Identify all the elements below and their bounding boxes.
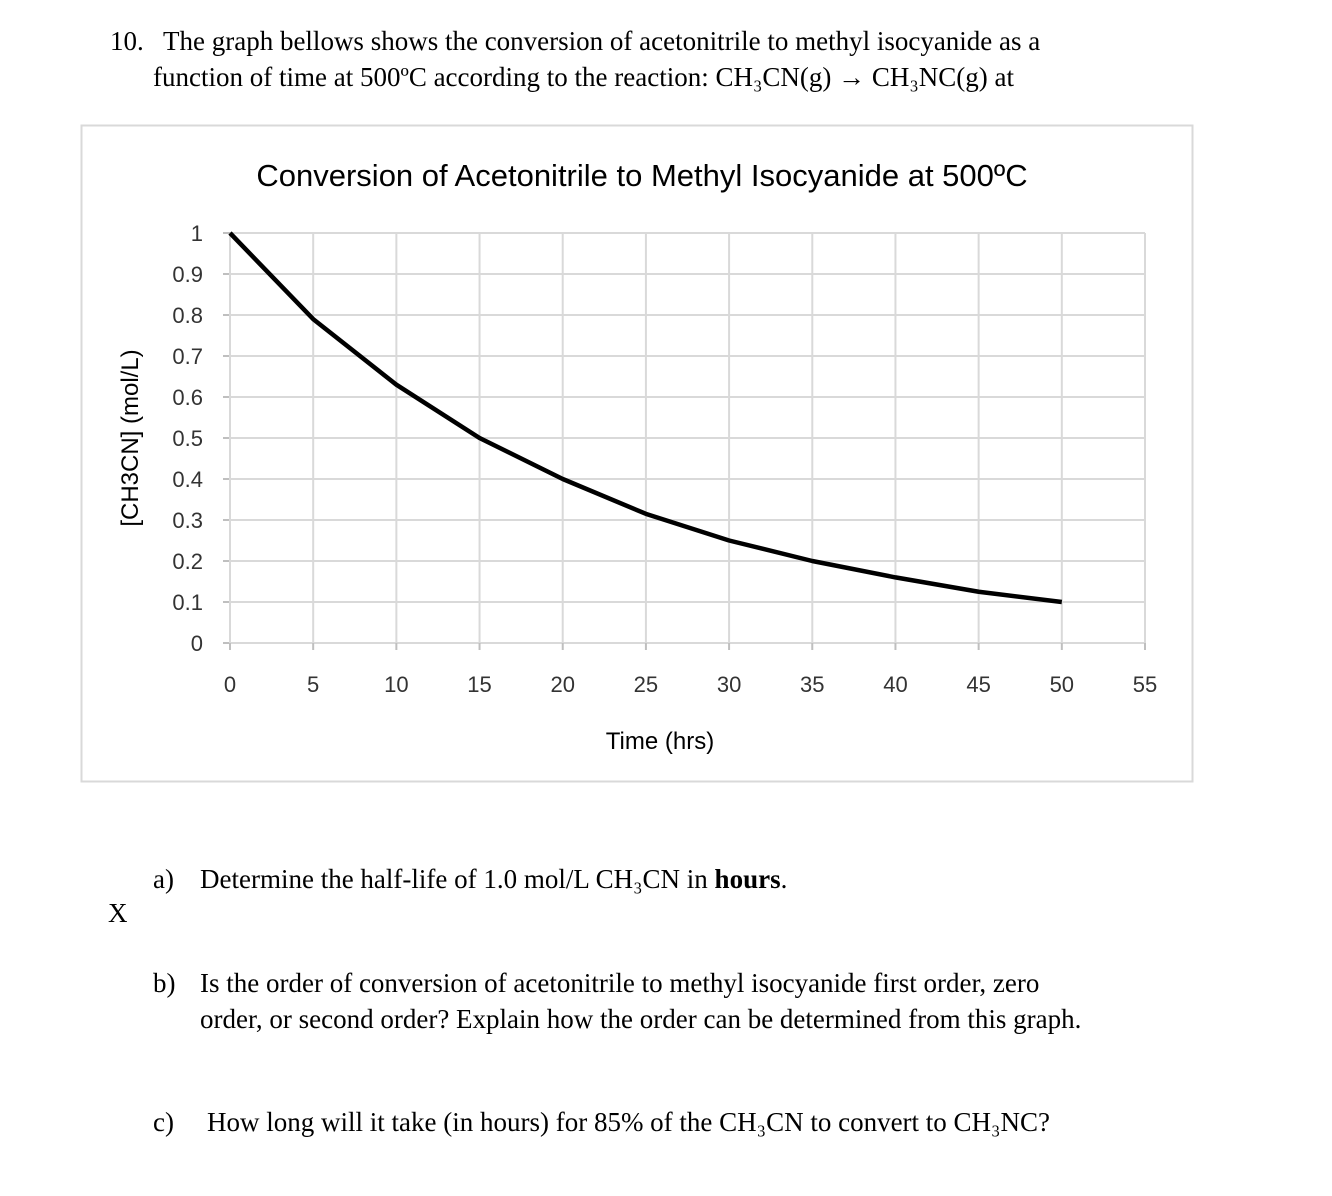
bold-text: hours xyxy=(715,864,781,894)
text-run: Determine the half-life of 1.0 mol/L CH₃… xyxy=(200,864,715,894)
text-run: . xyxy=(781,864,788,894)
part-text: Determine the half-life of 1.0 mol/L CH₃… xyxy=(200,864,787,894)
part-label: a) xyxy=(153,864,174,894)
y-tick-label: 0.9 xyxy=(172,262,203,287)
y-tick-label: 1 xyxy=(191,221,203,246)
y-tick-label: 0 xyxy=(191,631,203,656)
stray-mark: X xyxy=(108,898,128,928)
x-tick-label: 35 xyxy=(800,672,824,697)
x-tick-label: 30 xyxy=(717,672,741,697)
question-text: The graph bellows shows the conversion o… xyxy=(163,26,1040,56)
question-number: 10. xyxy=(110,26,144,56)
x-tick-label: 55 xyxy=(1133,672,1157,697)
x-tick-label: 40 xyxy=(883,672,907,697)
x-tick-label: 5 xyxy=(307,672,319,697)
y-tick-label: 0.8 xyxy=(172,303,203,328)
y-tick-label: 0.3 xyxy=(172,508,203,533)
x-tick-label: 0 xyxy=(224,672,236,697)
x-tick-label: 10 xyxy=(384,672,408,697)
chart-title: Conversion of Acetonitrile to Methyl Iso… xyxy=(256,158,1027,193)
y-tick-label: 0.6 xyxy=(172,385,203,410)
x-tick-label: 25 xyxy=(634,672,658,697)
x-axis-label: Time (hrs) xyxy=(606,728,714,755)
part-text: How long will it take (in hours) for 85%… xyxy=(207,1107,1050,1137)
chart-frame xyxy=(80,124,1194,783)
y-tick-label: 0.1 xyxy=(172,590,203,615)
y-tick-label: 0.4 xyxy=(172,467,203,492)
part-text: Is the order of conversion of acetonitri… xyxy=(200,968,1039,998)
part-text: order, or second order? Explain how the … xyxy=(200,1004,1081,1034)
x-tick-label: 50 xyxy=(1050,672,1074,697)
part-label: b) xyxy=(153,968,176,998)
x-tick-label: 20 xyxy=(550,672,574,697)
x-tick-label: 15 xyxy=(467,672,491,697)
text-run: Is the order of conversion of acetonitri… xyxy=(200,968,1039,998)
y-tick-label: 0.7 xyxy=(172,344,203,369)
y-tick-label: 0.5 xyxy=(172,426,203,451)
data-line xyxy=(228,231,1063,605)
y-axis-label: [CH3CN] (mol/L) xyxy=(117,349,144,526)
part-label: c) xyxy=(153,1107,174,1137)
y-tick-label: 0.2 xyxy=(172,549,203,574)
text-run: How long will it take (in hours) for 85%… xyxy=(207,1107,1050,1137)
question-text: function of time at 500ºC according to t… xyxy=(153,62,1015,92)
x-tick-label: 45 xyxy=(966,672,990,697)
text-run: order, or second order? Explain how the … xyxy=(200,1004,1081,1034)
